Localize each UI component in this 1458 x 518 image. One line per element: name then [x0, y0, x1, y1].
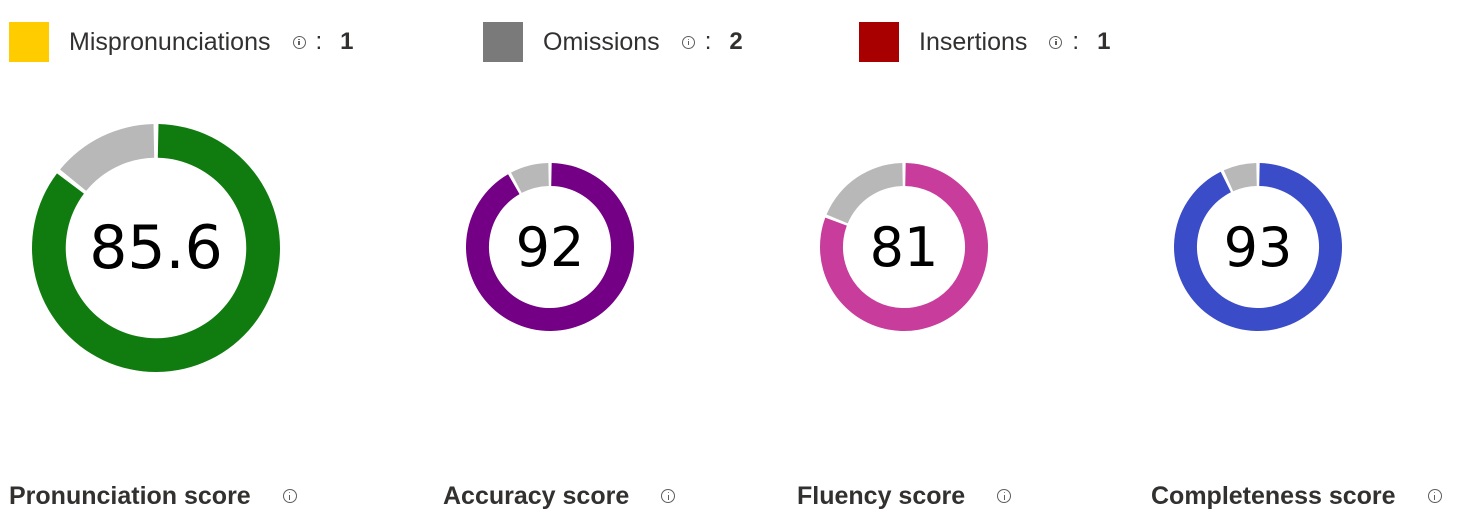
legend-label: Omissions	[543, 27, 660, 56]
fluency-score-label: Fluency score	[797, 478, 1012, 514]
completeness-score-donut	[1174, 163, 1342, 331]
legend-item-insertions: Insertions : 1	[859, 22, 1110, 62]
info-icon[interactable]	[282, 489, 297, 503]
info-icon[interactable]	[292, 35, 306, 49]
legend-separator: :	[1072, 28, 1080, 55]
omissions-count: 2	[729, 28, 743, 55]
info-icon[interactable]	[997, 489, 1012, 503]
score-label-text: Completeness score	[1151, 481, 1396, 510]
accuracy-score-remainder-arc	[511, 163, 549, 193]
insertions-count: 1	[1097, 28, 1111, 55]
mispronunciations-count: 1	[340, 28, 354, 55]
info-icon[interactable]	[1049, 35, 1063, 49]
pronunciation-score-donut	[31, 124, 280, 372]
info-icon[interactable]	[1427, 489, 1442, 503]
pronunciation-score-label: Pronunciation score	[9, 478, 297, 514]
pronunciation-score-value: 85.6	[89, 213, 223, 283]
fluency-score-remainder-arc	[826, 163, 903, 224]
legend-item-omissions: Omissions : 2	[483, 22, 743, 62]
pronunciation-score-gauge: 85.6	[31, 123, 281, 373]
fluency-score-gauge: 81	[819, 162, 989, 332]
legend-separator: :	[315, 28, 323, 55]
score-label-text: Fluency score	[797, 481, 966, 510]
insertions-swatch	[859, 22, 899, 62]
score-label-text: Pronunciation score	[9, 481, 251, 510]
error-legend: Mispronunciations : 1 Omissions : 2 Inse…	[0, 0, 1458, 90]
legend-label: Insertions	[919, 27, 1028, 56]
accuracy-score-value: 92	[515, 215, 585, 279]
completeness-score-gauge: 93	[1173, 162, 1343, 332]
accuracy-score-donut	[466, 163, 634, 331]
completeness-score-remainder-arc	[1223, 163, 1257, 192]
legend-label: Mispronunciations	[69, 27, 271, 56]
mispronunciations-swatch	[9, 22, 49, 62]
score-label-text: Accuracy score	[443, 481, 630, 510]
accuracy-score-gauge: 92	[465, 162, 635, 332]
completeness-score-value: 93	[1223, 215, 1293, 279]
info-icon[interactable]	[681, 35, 695, 49]
fluency-score-value: 81	[869, 215, 939, 279]
omissions-swatch	[483, 22, 523, 62]
accuracy-score-label: Accuracy score	[443, 478, 676, 514]
legend-separator: :	[704, 28, 712, 55]
legend-item-mispronunciations: Mispronunciations : 1	[9, 22, 354, 62]
fluency-score-donut	[820, 163, 988, 331]
info-icon[interactable]	[661, 489, 676, 503]
completeness-score-label: Completeness score	[1151, 478, 1442, 514]
pronunciation-score-remainder-arc	[60, 124, 155, 191]
